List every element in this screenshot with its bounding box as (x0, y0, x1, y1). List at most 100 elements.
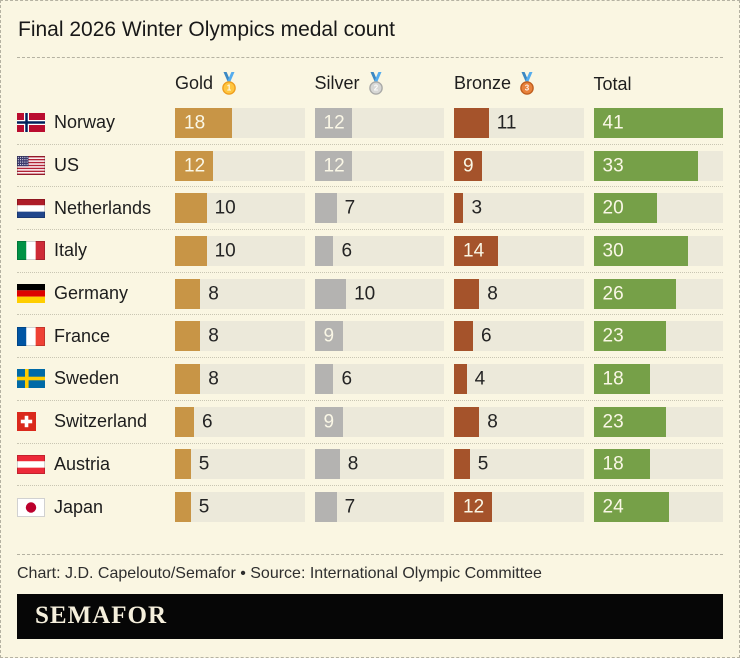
bar-value: 6 (341, 240, 353, 262)
bar-track: 12 (175, 150, 305, 181)
gold-bar (175, 150, 213, 181)
bronze-bar-cell: 12 (454, 492, 584, 523)
bar-value: 41 (602, 112, 624, 134)
bar-value: 10 (354, 283, 376, 305)
norway-flag-icon (17, 113, 45, 133)
country-label: Japan (54, 496, 104, 517)
bar-value: 4 (474, 368, 486, 390)
bar-track: 4 (454, 363, 584, 394)
silver-bar-cell: 12 (314, 107, 444, 138)
italy-flag-icon (17, 241, 45, 261)
bar-track: 23 (593, 321, 723, 352)
bronze-bar (454, 363, 467, 394)
bar-track: 8 (454, 406, 584, 437)
bar-track: 11 (454, 107, 584, 138)
table-row: Austria 5 8 5 18 (17, 442, 723, 486)
silver-bar (314, 492, 337, 523)
silver-bar-cell: 9 (314, 406, 444, 437)
gold-bar-cell: 5 (175, 449, 305, 480)
bronze-bar-cell: 6 (454, 321, 584, 352)
column-header-label: Gold (175, 73, 214, 93)
gold-bar-cell: 8 (175, 278, 305, 309)
country-cell: Italy (17, 240, 165, 261)
column-header-label: Bronze (454, 73, 512, 93)
bar-track: 7 (314, 193, 444, 224)
gold-bar-cell: 18 (175, 107, 305, 138)
bar-track: 23 (593, 406, 723, 437)
bar-value: 24 (602, 496, 624, 518)
footer-separator (17, 553, 723, 555)
bar-track: 14 (454, 235, 584, 266)
total-bar (593, 278, 676, 309)
gold-bar-cell: 8 (175, 363, 305, 394)
us-flag-icon (17, 156, 45, 176)
bar-track: 41 (593, 107, 723, 138)
silver-bar-cell: 6 (314, 363, 444, 394)
bar-value: 8 (487, 411, 498, 433)
bronze-bar-cell: 4 (454, 363, 584, 394)
bar-value: 7 (344, 496, 356, 518)
silver-bar-cell: 6 (314, 235, 444, 266)
bar-track: 24 (593, 492, 723, 523)
bar-value: 8 (347, 453, 359, 475)
total-bar-cell: 23 (593, 406, 723, 437)
silver-bar-cell: 7 (314, 492, 444, 523)
table-row: Netherlands 10 7 3 20 (17, 186, 723, 229)
table-row: Sweden 8 6 4 18 (17, 357, 723, 400)
gold-bar (175, 406, 194, 437)
country-label: Netherlands (54, 197, 152, 218)
gold-bar (175, 278, 201, 309)
total-bar-cell: 33 (593, 150, 723, 181)
chart-title: Final 2026 Winter Olympics medal count (18, 18, 395, 41)
bar-value: 9 (323, 325, 335, 347)
silver-bar (314, 150, 353, 181)
bronze-bar (454, 193, 464, 224)
bar-track: 26 (593, 278, 723, 309)
bar-track: 9 (454, 150, 584, 181)
total-bar (593, 449, 651, 480)
column-header-total: Total (594, 74, 724, 102)
bar-track: 6 (454, 321, 584, 352)
bar-value: 7 (344, 197, 356, 219)
country-label: France (54, 325, 111, 346)
japan-flag-icon (17, 497, 45, 517)
bar-value: 8 (208, 325, 219, 347)
gold-medal-icon: 1 (220, 72, 238, 95)
bronze-bar (454, 449, 470, 480)
bar-track: 8 (454, 278, 584, 309)
total-bar-cell: 41 (593, 107, 723, 138)
country-label: US (54, 155, 80, 176)
bar-track: 3 (454, 193, 584, 224)
bar-track: 8 (175, 321, 305, 352)
france-flag-icon (17, 326, 45, 346)
total-bar-cell: 18 (593, 449, 723, 480)
bronze-medal-icon: 3 (518, 72, 536, 95)
table-row: France 8 9 6 23 (17, 314, 723, 357)
bar-track: 6 (314, 235, 444, 266)
column-header-gold: Gold 1 (175, 72, 305, 102)
bar-value: 5 (198, 453, 210, 475)
gold-bar (175, 363, 201, 394)
table-row: Japan 5 7 12 24 (17, 485, 723, 528)
silver-bar (314, 449, 340, 480)
table-row: Norway 18 12 11 41 (17, 102, 723, 144)
bar-track: 6 (175, 406, 305, 437)
bar-track: 8 (314, 449, 444, 480)
country-cell: Sweden (17, 368, 165, 389)
bar-value: 3 (471, 197, 483, 219)
column-header-silver: Silver 2 (315, 72, 445, 102)
gold-bar (175, 107, 232, 138)
total-bar (593, 492, 670, 523)
country-label: Germany (54, 283, 129, 304)
netherlands-flag-icon (17, 198, 45, 218)
medal-table-rows: Norway 18 12 11 41 US 12 12 9 33 Netherlands 10 7 3 20… (17, 102, 723, 528)
silver-bar-cell: 10 (314, 278, 444, 309)
silver-medal-icon: 2 (367, 72, 385, 95)
bar-value: 26 (602, 283, 624, 305)
table-row: Germany 8 10 8 26 (17, 271, 723, 315)
bronze-bar-cell: 11 (454, 107, 584, 138)
bar-track: 5 (454, 449, 584, 480)
country-cell: US (17, 155, 165, 176)
table-row: Italy 10 6 14 30 (17, 229, 723, 272)
silver-bar (314, 107, 353, 138)
